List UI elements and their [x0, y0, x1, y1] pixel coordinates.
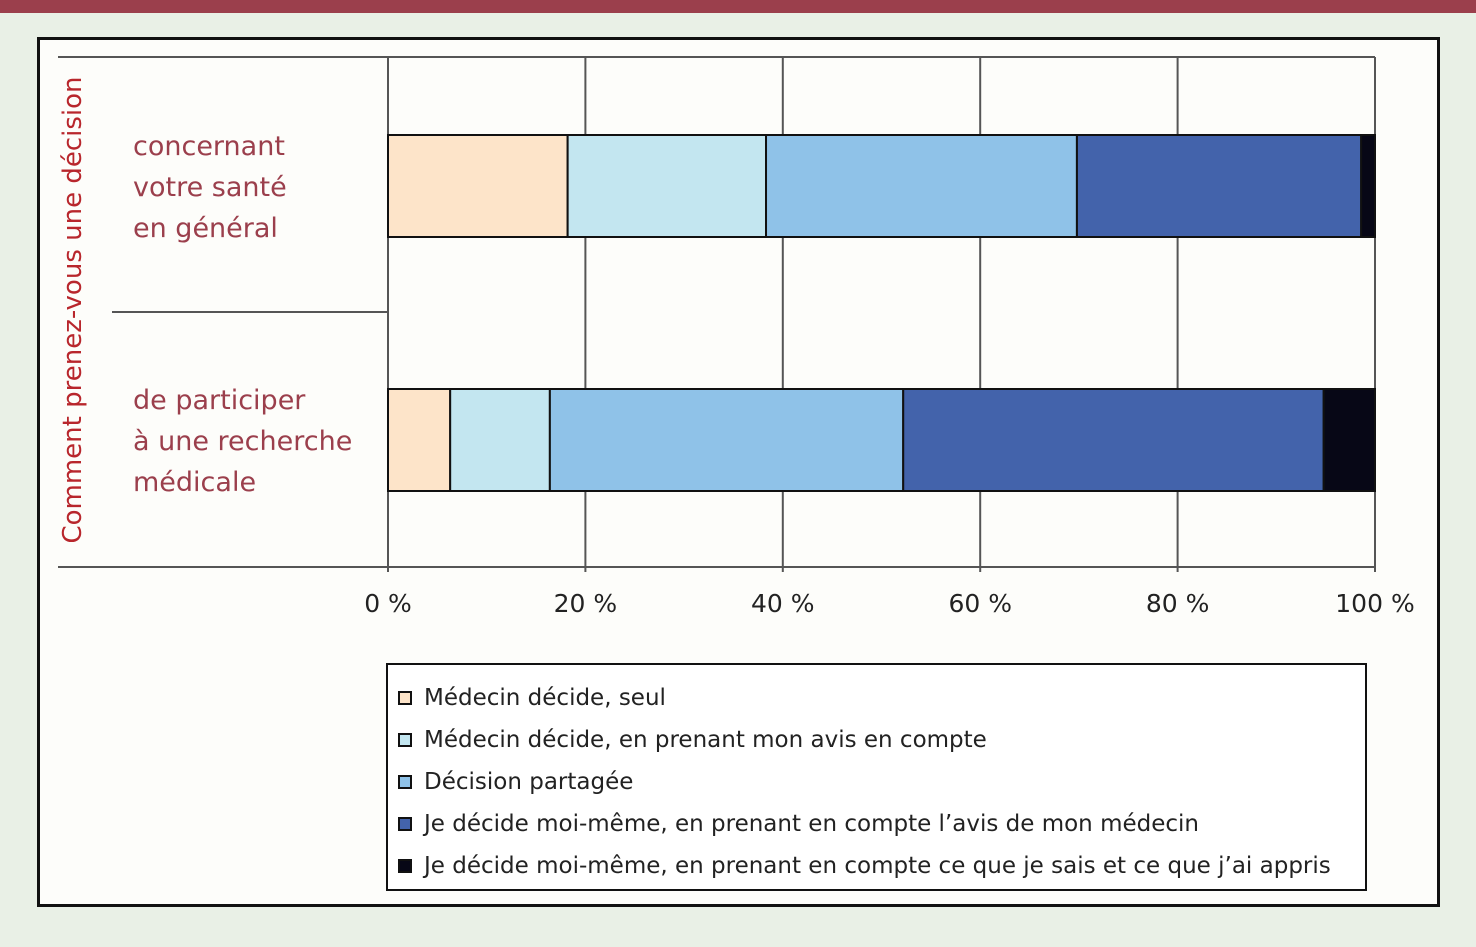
bar-segment — [566, 134, 768, 238]
category-label-line: de participer — [133, 385, 306, 416]
legend-item: Médecin décide, seul — [398, 677, 1365, 719]
category-label-medical-research: de participer à une recherche médicale — [133, 380, 383, 503]
bar-segment — [1322, 388, 1377, 492]
category-label-general-health: concernant votre santé en général — [133, 126, 383, 249]
x-tick-label: 100 % — [1335, 589, 1414, 618]
x-tick-label: 40 % — [751, 589, 815, 618]
bar-segment — [765, 134, 1078, 238]
legend-label: Je décide moi-même, en prenant en compte… — [424, 853, 1331, 879]
bar-segment — [387, 134, 569, 238]
category-label-line: en général — [133, 213, 278, 244]
legend-label: Je décide moi-même, en prenant en compte… — [424, 811, 1199, 837]
legend-label: Médecin décide, en prenant mon avis en c… — [424, 727, 987, 753]
category-label-line: médicale — [133, 467, 257, 498]
legend-swatch — [398, 817, 412, 831]
legend-swatch — [398, 775, 412, 789]
bar-segment — [548, 388, 905, 492]
x-tick-labels: 0 % 20 % 40 % 60 % 80 % 100 % — [364, 589, 1415, 618]
legend-item: Je décide moi-même, en prenant en compte… — [398, 803, 1365, 845]
legend-label: Décision partagée — [424, 769, 634, 795]
bar-segment — [449, 388, 551, 492]
bar-segment — [387, 388, 452, 492]
category-label-line: concernant — [133, 131, 285, 162]
legend-item: Je décide moi-même, en prenant en compte… — [398, 845, 1365, 887]
legend-item: Décision partagée — [398, 761, 1365, 803]
top-accent-band — [0, 0, 1476, 13]
bar-segment — [1360, 134, 1377, 238]
legend: Médecin décide, seul Médecin décide, en … — [386, 663, 1367, 891]
category-label-line: à une recherche — [133, 426, 353, 457]
x-tick-label: 20 % — [554, 589, 618, 618]
x-tick-label: 0 % — [364, 589, 412, 618]
bars — [387, 134, 1377, 492]
x-tick-label: 80 % — [1146, 589, 1210, 618]
legend-swatch — [398, 859, 412, 873]
legend-item: Médecin décide, en prenant mon avis en c… — [398, 719, 1365, 761]
legend-swatch — [398, 691, 412, 705]
x-tick-label: 60 % — [948, 589, 1012, 618]
legend-swatch — [398, 733, 412, 747]
y-axis-title: Comment prenez-vous une décision — [58, 76, 88, 544]
legend-label: Médecin décide, seul — [424, 685, 666, 711]
bar-segment — [1075, 134, 1363, 238]
category-label-line: votre santé — [133, 172, 287, 203]
bar-segment — [902, 388, 1325, 492]
